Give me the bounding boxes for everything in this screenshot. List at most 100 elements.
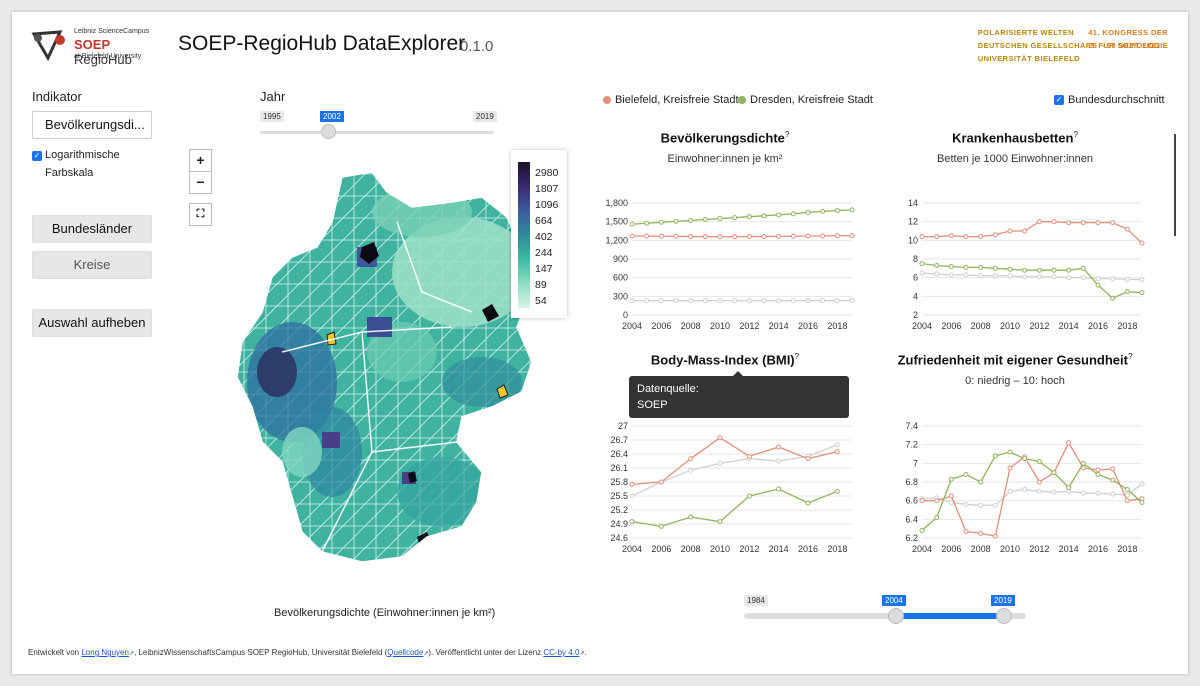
author-link[interactable]: Long Nguyen [81, 648, 129, 657]
data-point[interactable] [805, 298, 811, 304]
data-point[interactable] [1080, 460, 1086, 466]
data-point[interactable] [1007, 228, 1013, 234]
data-point[interactable] [1036, 458, 1042, 464]
data-point[interactable] [992, 502, 998, 508]
data-point[interactable] [717, 435, 723, 441]
data-point[interactable] [963, 234, 969, 240]
data-point[interactable] [732, 234, 738, 240]
data-point[interactable] [1139, 500, 1145, 506]
data-point[interactable] [1007, 266, 1013, 272]
data-point[interactable] [948, 476, 954, 482]
data-point[interactable] [1066, 275, 1072, 281]
data-point[interactable] [673, 218, 679, 224]
range-slider-track[interactable] [744, 613, 1026, 619]
data-point[interactable] [834, 207, 840, 213]
fullscreen-button[interactable]: ⛶ [189, 203, 212, 226]
data-point[interactable] [992, 265, 998, 271]
data-point[interactable] [776, 444, 782, 450]
data-point[interactable] [790, 233, 796, 239]
data-point[interactable] [934, 263, 940, 269]
data-point[interactable] [1139, 277, 1145, 283]
data-point[interactable] [629, 233, 635, 239]
data-point[interactable] [934, 514, 940, 520]
zoom-in-button[interactable]: + [189, 149, 212, 172]
data-point[interactable] [1007, 488, 1013, 494]
data-point[interactable] [658, 219, 664, 225]
data-point[interactable] [978, 273, 984, 279]
indikator-select[interactable]: Bevölkerungsdi... [32, 111, 152, 139]
data-point[interactable] [790, 211, 796, 217]
data-point[interactable] [948, 272, 954, 278]
data-point[interactable] [963, 264, 969, 270]
data-point[interactable] [849, 233, 855, 239]
data-point[interactable] [948, 500, 954, 506]
data-point[interactable] [1095, 467, 1101, 473]
kreise-button[interactable]: Kreise [32, 251, 152, 279]
data-point[interactable] [1051, 274, 1057, 280]
data-point[interactable] [746, 234, 752, 240]
data-point[interactable] [1066, 220, 1072, 226]
data-point[interactable] [673, 298, 679, 304]
data-point[interactable] [688, 233, 694, 239]
range-from-handle[interactable] [888, 608, 904, 624]
range-to-handle[interactable] [996, 608, 1012, 624]
data-point[interactable] [934, 234, 940, 240]
data-point[interactable] [992, 273, 998, 279]
data-point[interactable] [688, 298, 694, 304]
zoom-out-button[interactable]: − [189, 171, 212, 194]
data-point[interactable] [805, 233, 811, 239]
national-average-checkbox[interactable]: ✓ [1054, 95, 1064, 105]
data-point[interactable] [963, 528, 969, 534]
data-point[interactable] [1051, 489, 1057, 495]
data-point[interactable] [746, 298, 752, 304]
help-icon[interactable]: ? [1073, 130, 1078, 139]
data-point[interactable] [1124, 486, 1130, 492]
data-point[interactable] [820, 298, 826, 304]
data-point[interactable] [1022, 267, 1028, 273]
data-point[interactable] [1095, 276, 1101, 282]
data-point[interactable] [1066, 267, 1072, 273]
data-point[interactable] [702, 216, 708, 222]
data-point[interactable] [658, 479, 664, 485]
data-point[interactable] [1036, 479, 1042, 485]
data-point[interactable] [963, 472, 969, 478]
data-point[interactable] [717, 519, 723, 525]
data-point[interactable] [963, 272, 969, 278]
data-point[interactable] [1095, 472, 1101, 478]
data-point[interactable] [820, 208, 826, 214]
data-point[interactable] [644, 220, 650, 226]
data-point[interactable] [934, 271, 940, 277]
data-point[interactable] [1139, 481, 1145, 487]
data-point[interactable] [629, 221, 635, 227]
data-point[interactable] [805, 456, 811, 462]
data-point[interactable] [1110, 295, 1116, 301]
data-point[interactable] [673, 233, 679, 239]
data-point[interactable] [1095, 220, 1101, 226]
data-point[interactable] [658, 523, 664, 529]
data-point[interactable] [919, 270, 925, 276]
data-point[interactable] [1110, 491, 1116, 497]
year-slider-handle[interactable] [320, 124, 336, 139]
data-point[interactable] [1095, 490, 1101, 496]
data-point[interactable] [1036, 274, 1042, 280]
bundeslaender-button[interactable]: Bundesländer [32, 215, 152, 243]
data-point[interactable] [919, 498, 925, 504]
data-point[interactable] [1007, 273, 1013, 279]
data-point[interactable] [1139, 240, 1145, 246]
data-point[interactable] [629, 493, 635, 499]
source-code-link[interactable]: Quellcode [387, 648, 424, 657]
scrollbar[interactable] [1174, 134, 1176, 236]
data-point[interactable] [717, 460, 723, 466]
data-point[interactable] [1080, 275, 1086, 281]
data-point[interactable] [658, 233, 664, 239]
data-point[interactable] [1110, 276, 1116, 282]
data-point[interactable] [688, 467, 694, 473]
log-scale-checkbox[interactable]: ✓ [32, 151, 42, 161]
data-point[interactable] [644, 233, 650, 239]
data-point[interactable] [746, 453, 752, 459]
data-point[interactable] [746, 493, 752, 499]
data-point[interactable] [805, 500, 811, 506]
data-point[interactable] [658, 298, 664, 304]
